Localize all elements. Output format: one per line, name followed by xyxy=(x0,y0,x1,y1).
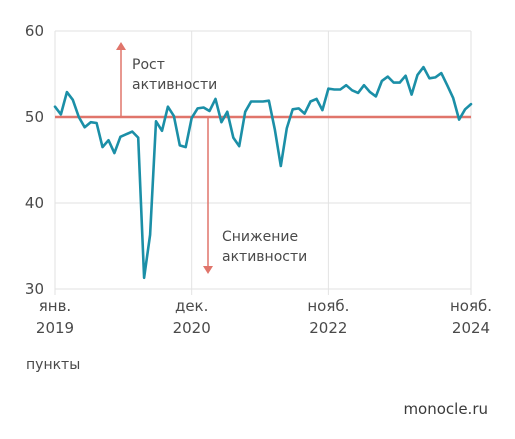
y-axis-ticks: 30 40 50 60 xyxy=(25,22,44,298)
x-tick-month-2: нояб. xyxy=(307,297,349,315)
x-tick-year-2: 2022 xyxy=(309,319,347,337)
x-tick-year-0: 2019 xyxy=(36,319,74,337)
y-tick-label-50: 50 xyxy=(25,108,44,126)
source-label: monocle.ru xyxy=(403,400,488,418)
x-tick-year-1: 2020 xyxy=(173,319,211,337)
x-tick-month-0: янв. xyxy=(39,297,71,315)
annotation-up-line1: Рост xyxy=(132,57,165,73)
x-axis-ticks: янв. 2019 дек. 2020 нояб. 2022 нояб. 2024 xyxy=(36,297,492,337)
series-line xyxy=(53,65,473,280)
annotation-down-line1: Снижение xyxy=(222,229,298,245)
x-tick-month-1: дек. xyxy=(175,297,208,315)
x-tick-month-3: нояб. xyxy=(450,297,492,315)
y-tick-label-30: 30 xyxy=(25,280,44,298)
x-tick-year-3: 2024 xyxy=(452,319,490,337)
units-label: пункты xyxy=(26,357,81,373)
annotation-up-line2: активности xyxy=(132,77,217,93)
annotation-down-line2: активности xyxy=(222,249,307,265)
arrow-down-icon xyxy=(203,266,213,274)
y-tick-label-40: 40 xyxy=(25,194,44,212)
annotation-arrows xyxy=(116,42,213,274)
arrow-up-icon xyxy=(116,42,126,50)
y-tick-label-60: 60 xyxy=(25,22,44,40)
